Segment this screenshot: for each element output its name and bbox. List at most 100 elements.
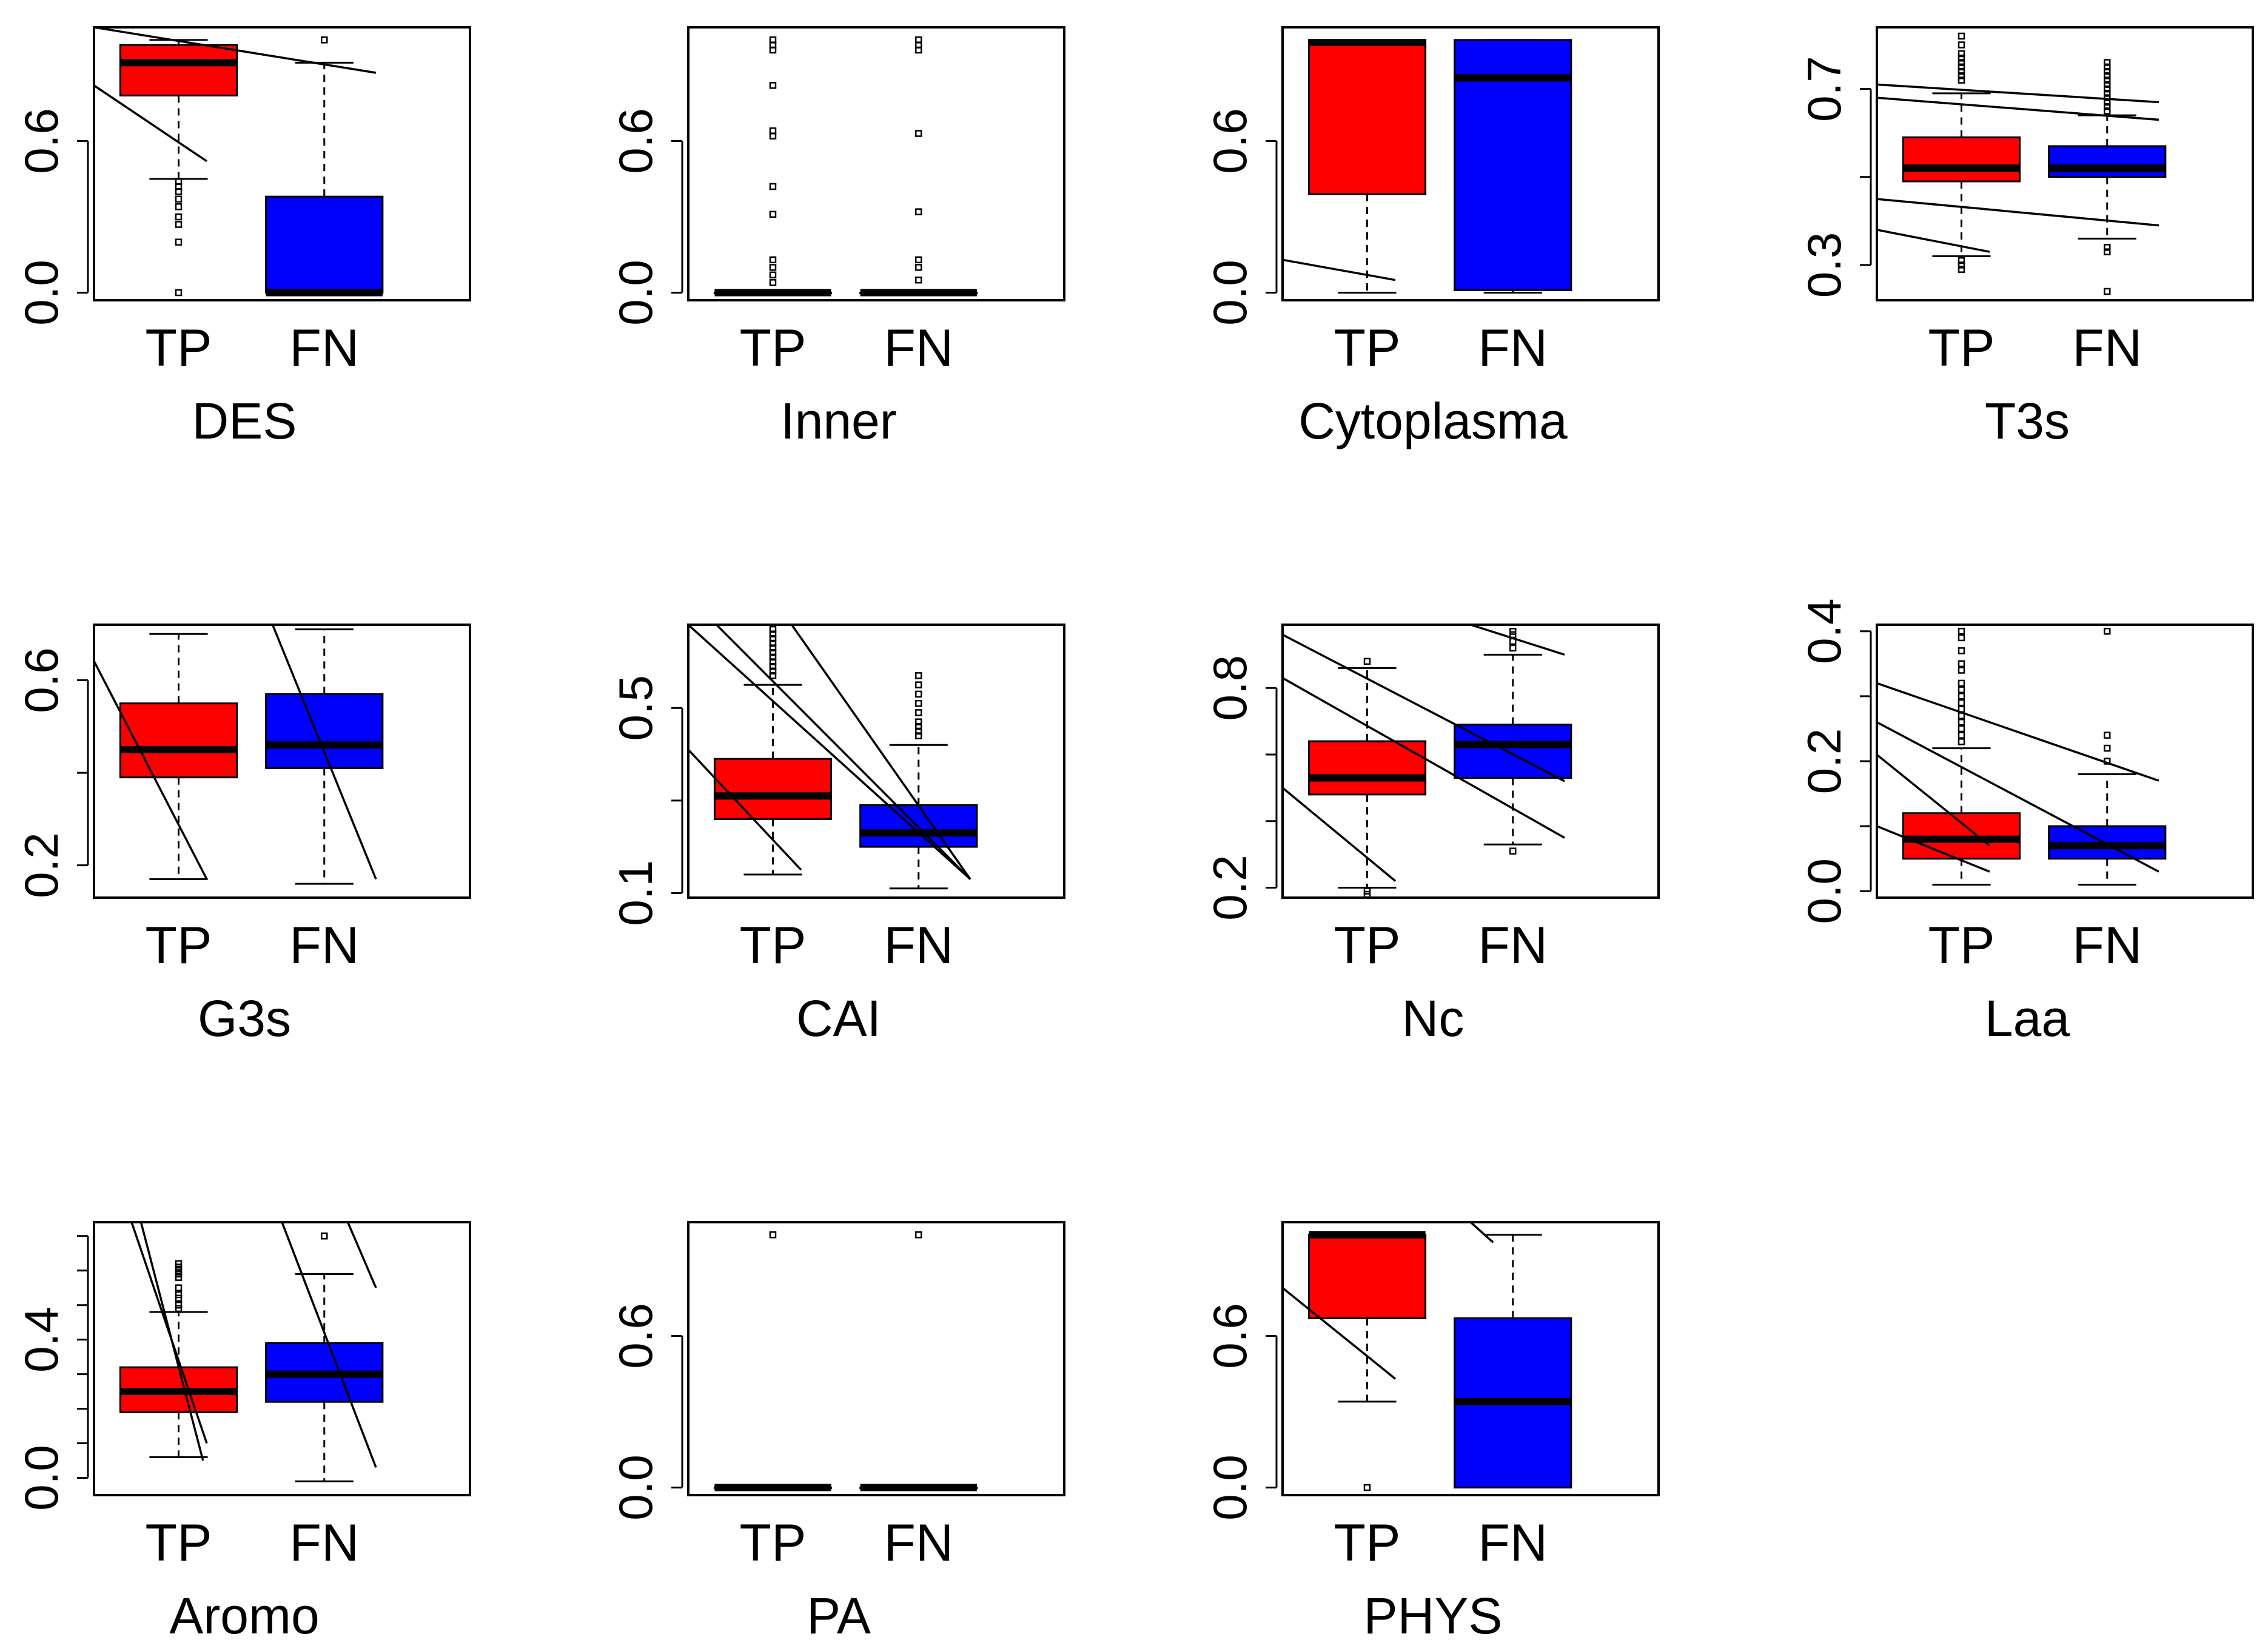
y-tick-label: 0.0: [1203, 260, 1256, 325]
plot-frame: [687, 26, 1065, 301]
outlier-point: [1958, 725, 1965, 733]
outlier-point: [2104, 59, 2111, 66]
trend-lines: [130, 1222, 377, 1468]
outlier-point: [1958, 699, 1965, 707]
trend-line: [1877, 96, 2159, 121]
trend-line: [1283, 633, 1565, 782]
x-category-label: TP: [740, 319, 807, 377]
panel-title: DES: [192, 392, 297, 449]
x-category-label: FN: [289, 916, 359, 975]
outlier-point: [915, 130, 922, 137]
outlier-point: [1958, 67, 1965, 75]
x-category-label: FN: [2072, 319, 2142, 377]
plot-frame: [93, 1221, 471, 1496]
outlier-point: [769, 658, 777, 665]
trend-line: [1877, 721, 2159, 873]
trend-line: [716, 625, 971, 880]
outlier-point: [915, 208, 922, 215]
trend-line: [1283, 677, 1565, 839]
y-tick-label: 0.0: [609, 1454, 662, 1520]
outlier-point: [915, 276, 922, 284]
trend-line: [346, 1222, 377, 1288]
x-category-label: FN: [1478, 1514, 1548, 1572]
y-tick-label: 0.0: [15, 1445, 68, 1510]
outlier-point: [1958, 731, 1965, 739]
outlier-point: [769, 271, 777, 279]
outlier-point: [769, 1231, 777, 1239]
x-category-label: TP: [146, 1514, 212, 1572]
outlier-point: [321, 36, 328, 44]
trend-lines: [94, 625, 377, 880]
panel-title: Aromo: [169, 1587, 319, 1644]
outlier-point: [175, 213, 183, 221]
outlier-point: [2104, 287, 2111, 295]
plot-frame: [687, 1221, 1065, 1496]
outlier-point: [2104, 85, 2111, 93]
box-iqr: [265, 195, 384, 294]
outlier-point: [915, 1231, 922, 1239]
outlier-point: [175, 195, 183, 203]
x-category-label: FN: [884, 916, 953, 975]
y-tick-label: 0.2: [15, 832, 68, 898]
outlier-point: [1958, 718, 1965, 726]
outlier-point: [915, 46, 922, 54]
box-iqr: [713, 758, 833, 820]
outlier-point: [1958, 257, 1965, 264]
plot-frame: [1281, 624, 1660, 899]
outlier-point: [1958, 660, 1965, 668]
outlier-point: [915, 727, 922, 735]
box-tp: [119, 633, 238, 880]
outlier-point: [1958, 50, 1965, 58]
outlier-point: [1363, 657, 1371, 665]
outlier-point: [915, 699, 922, 707]
outlier-point: [1958, 686, 1965, 693]
y-tick-label: 0.1: [609, 860, 662, 926]
outlier-point: [175, 289, 183, 297]
trend-line: [1283, 787, 1397, 882]
outlier-point: [915, 672, 922, 679]
x-category-label: TP: [146, 916, 212, 975]
outlier-point: [769, 672, 777, 679]
trend-line: [1877, 825, 1990, 873]
outlier-point: [1958, 693, 1965, 700]
box-fn: [2048, 627, 2167, 886]
panel-des: 0.0 0.6 TP FN DES: [15, 26, 471, 449]
x-category-label: TP: [1334, 1514, 1401, 1572]
box-iqr: [119, 702, 238, 779]
box-fn: [265, 36, 384, 297]
outlier-point: [2104, 81, 2111, 89]
box-tp: [119, 1260, 238, 1458]
y-tick-label: 0.0: [1797, 858, 1851, 924]
box-tp: [1307, 39, 1427, 294]
box-tp: [1902, 32, 2021, 273]
trend-line: [791, 625, 971, 880]
outlier-point: [2104, 744, 2111, 752]
outlier-point: [1958, 55, 1965, 62]
outlier-point: [175, 221, 183, 228]
box-iqr: [2048, 145, 2167, 178]
x-category-label: FN: [2072, 916, 2142, 975]
outlier-point: [769, 625, 777, 633]
outlier-point: [769, 82, 777, 89]
outlier-point: [915, 723, 922, 730]
trend-line: [1877, 753, 1991, 847]
box-tp: [1307, 1231, 1427, 1491]
x-category-label: TP: [740, 1514, 807, 1572]
y-tick-label: 0.0: [1203, 1454, 1256, 1520]
box-iqr: [119, 44, 238, 96]
box-iqr: [1307, 1234, 1427, 1319]
outlier-point: [1958, 261, 1965, 269]
box-fn: [2048, 59, 2167, 295]
box-fn: [859, 36, 978, 297]
box-iqr: [1454, 39, 1572, 291]
x-category-label: TP: [1928, 319, 1995, 377]
plot-frame: [93, 26, 471, 301]
trend-lines: [1283, 625, 1565, 882]
panel-title: PHYS: [1364, 1587, 1503, 1644]
x-category-label: TP: [1334, 916, 1401, 975]
box-iqr: [1307, 740, 1427, 796]
trend-lines: [1283, 258, 1396, 281]
outlier-point: [2104, 731, 2111, 739]
